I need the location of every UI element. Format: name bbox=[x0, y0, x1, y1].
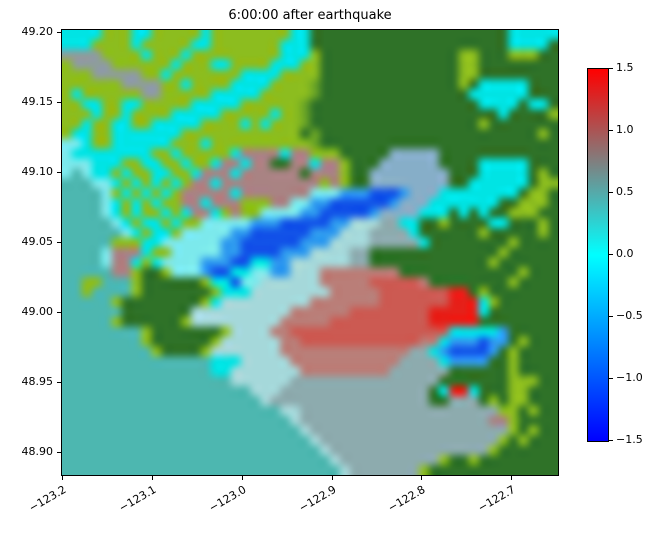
x-tick-mark bbox=[62, 476, 63, 480]
colorbar-tick-mark bbox=[609, 68, 613, 69]
y-tick-mark bbox=[57, 172, 61, 174]
colorbar-tick-mark bbox=[609, 316, 613, 317]
y-tick-label: 49.15 bbox=[21, 95, 54, 109]
colorbar-tick-label: −1.0 bbox=[616, 371, 643, 384]
x-tick-label: −123.2 bbox=[26, 483, 69, 515]
colorbar-tick-mark bbox=[609, 130, 613, 131]
x-tick-mark bbox=[331, 476, 333, 480]
y-tick-label: 49.00 bbox=[21, 304, 54, 318]
y-tick-mark bbox=[57, 102, 61, 104]
colorbar-tick-label: 1.0 bbox=[616, 123, 634, 136]
colorbar-tick-mark bbox=[609, 440, 613, 441]
y-tick-label: 49.20 bbox=[21, 25, 54, 39]
x-tick-label: −123.0 bbox=[206, 483, 249, 515]
y-tick-mark bbox=[57, 32, 61, 34]
colorbar-tick-label: 1.5 bbox=[616, 61, 634, 74]
colorbar-tick-label: 0.0 bbox=[616, 247, 634, 260]
x-tick-mark bbox=[511, 476, 513, 480]
colorbar-tick-mark bbox=[609, 254, 613, 255]
y-tick-mark bbox=[57, 242, 61, 243]
colorbar-tick-mark bbox=[609, 192, 613, 193]
colorbar-tick-mark bbox=[609, 378, 613, 379]
heatmap-canvas bbox=[62, 30, 558, 475]
colorbar-tick-label: −0.5 bbox=[616, 309, 643, 322]
plot-title: 6:00:00 after earthquake bbox=[228, 8, 392, 23]
x-tick-label: −122.7 bbox=[476, 483, 518, 515]
x-tick-label: −122.8 bbox=[386, 483, 428, 515]
y-tick-mark bbox=[57, 381, 61, 383]
x-tick-label: −122.9 bbox=[296, 483, 339, 515]
y-tick-label: 48.90 bbox=[21, 444, 54, 458]
x-tick-mark bbox=[241, 476, 243, 480]
x-tick-mark bbox=[421, 476, 423, 480]
y-tick-label: 48.95 bbox=[21, 374, 54, 388]
x-tick-mark bbox=[151, 476, 153, 480]
colorbar-tick-label: −1.5 bbox=[616, 433, 643, 446]
y-tick-label: 49.05 bbox=[21, 235, 54, 248]
y-tick-mark bbox=[57, 311, 61, 313]
plot-area bbox=[61, 29, 559, 476]
colorbar-tick-label: 0.5 bbox=[616, 185, 634, 198]
y-tick-label: 49.10 bbox=[21, 165, 54, 179]
y-tick-mark bbox=[57, 451, 61, 453]
x-tick-label: −123.1 bbox=[116, 483, 159, 515]
colorbar bbox=[587, 68, 609, 442]
